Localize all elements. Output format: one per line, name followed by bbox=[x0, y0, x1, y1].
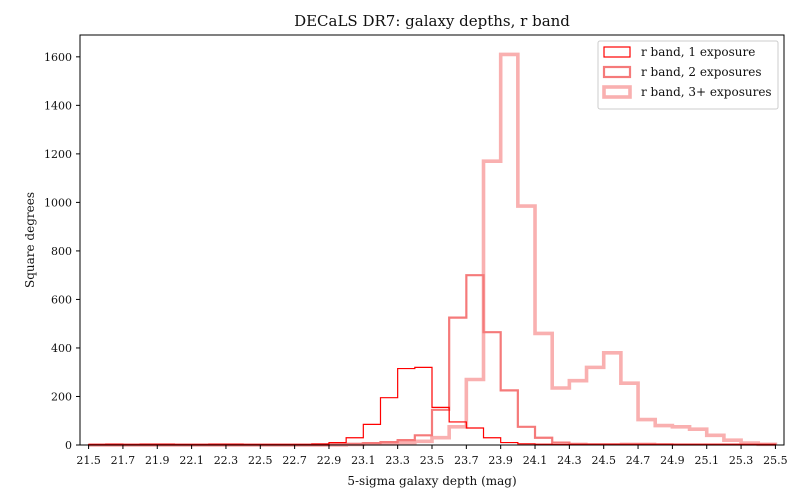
x-tick-label: 24.5 bbox=[591, 454, 616, 467]
x-axis-label: 5-sigma galaxy depth (mag) bbox=[347, 474, 516, 488]
legend-label: r band, 1 exposure bbox=[641, 45, 755, 59]
x-tick-label: 23.7 bbox=[454, 454, 479, 467]
y-tick-label: 600 bbox=[51, 293, 72, 306]
x-tick-label: 21.7 bbox=[111, 454, 136, 467]
x-tick-label: 25.3 bbox=[729, 454, 754, 467]
x-tick-label: 25.1 bbox=[694, 454, 719, 467]
chart-title: DECaLS DR7: galaxy depths, r band bbox=[294, 12, 570, 30]
x-tick-label: 22.5 bbox=[248, 454, 273, 467]
y-tick-label: 1200 bbox=[44, 148, 72, 161]
x-tick-label: 25.5 bbox=[763, 454, 788, 467]
series-2-step-line bbox=[88, 274, 777, 447]
x-tick-label: 24.9 bbox=[660, 454, 685, 467]
x-tick-label: 22.1 bbox=[179, 454, 204, 467]
series-layer bbox=[87, 52, 778, 447]
x-tick-label: 24.3 bbox=[557, 454, 582, 467]
y-tick-label: 400 bbox=[51, 342, 72, 355]
x-tick-label: 22.7 bbox=[282, 454, 307, 467]
y-tick-label: 1400 bbox=[44, 99, 72, 112]
y-axis: 0 200 400 600 800 1000 1200 1400 1600 bbox=[44, 51, 80, 452]
x-tick-label: 24.1 bbox=[523, 454, 548, 467]
x-tick-label: 23.9 bbox=[488, 454, 513, 467]
x-tick-label: 22.9 bbox=[317, 454, 342, 467]
x-tick-label: 23.5 bbox=[420, 454, 445, 467]
x-tick-label: 21.9 bbox=[145, 454, 170, 467]
x-tick-label: 22.3 bbox=[214, 454, 239, 467]
legend-swatch bbox=[602, 65, 632, 79]
y-tick-label: 200 bbox=[51, 390, 72, 403]
x-tick-label: 24.7 bbox=[626, 454, 651, 467]
y-axis-label: Square degrees bbox=[23, 192, 37, 288]
x-tick-label: 23.1 bbox=[351, 454, 376, 467]
legend-label: r band, 3+ exposures bbox=[641, 85, 772, 99]
y-tick-label: 800 bbox=[51, 245, 72, 258]
x-tick-label: 21.5 bbox=[76, 454, 101, 467]
legend-label: r band, 2 exposures bbox=[641, 65, 762, 79]
legend-box bbox=[597, 40, 779, 110]
y-tick-label: 1000 bbox=[44, 196, 72, 209]
y-tick-label: 0 bbox=[65, 439, 72, 452]
x-tick-label: 23.3 bbox=[385, 454, 410, 467]
legend-swatch bbox=[603, 46, 631, 58]
y-tick-label: 1600 bbox=[44, 51, 72, 64]
legend: r band, 1 exposure r band, 2 exposures r b… bbox=[597, 40, 779, 110]
legend-swatch bbox=[602, 85, 632, 99]
x-axis: 21.5 21.7 21.9 22.1 22.3 22.5 22.7 22.9 23.1 23.3… bbox=[76, 445, 788, 467]
